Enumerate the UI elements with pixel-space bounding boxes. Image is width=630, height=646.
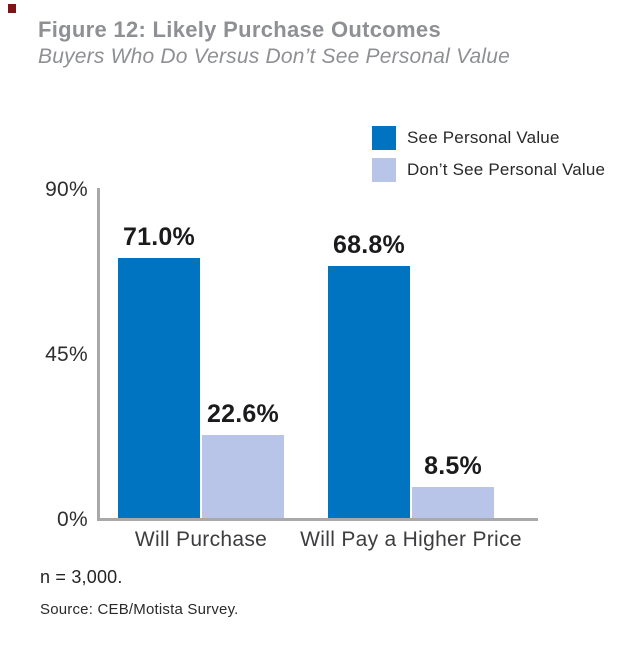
legend-swatch-see-personal-value [372, 126, 396, 150]
x-axis-line [97, 518, 538, 521]
figure-title: Figure 12: Likely Purchase Outcomes [38, 17, 441, 42]
bar-value-label: 68.8% [333, 231, 405, 259]
y-axis-tick-label: 90% [45, 178, 88, 201]
legend-item-dont-see-personal-value: Don’t See Personal Value [372, 158, 605, 182]
y-axis-line [97, 188, 100, 521]
y-axis-tick-label: 45% [45, 343, 88, 366]
x-axis-category-label: Will Purchase [134, 528, 268, 551]
bar-value-label: 71.0% [123, 223, 195, 251]
legend-label: Don’t See Personal Value [407, 160, 606, 179]
x-axis-category-label: Will Pay a Higher Price [300, 528, 522, 551]
legend-swatch-dont-see-personal-value [372, 158, 396, 182]
legend-label: See Personal Value [407, 128, 560, 147]
bar-see-value-1 [118, 258, 200, 518]
figure-subtitle: Buyers Who Do Versus Don’t See Personal … [38, 45, 511, 68]
legend-item-see-personal-value: See Personal Value [372, 126, 605, 150]
source-note: Source: CEB/Motista Survey. [40, 601, 239, 618]
bar-dont-see-value-1 [202, 435, 284, 518]
corner-mark [8, 4, 16, 13]
bar-dont-see-value-2 [412, 487, 494, 518]
sample-size-note: n = 3,000. [40, 567, 123, 587]
y-axis-tick-label: 0% [57, 508, 88, 531]
bar-value-label: 8.5% [424, 452, 482, 480]
bar-see-value-2 [328, 266, 410, 518]
chart-legend: See Personal Value Don’t See Personal Va… [372, 126, 605, 182]
bar-value-label: 22.6% [207, 400, 279, 428]
